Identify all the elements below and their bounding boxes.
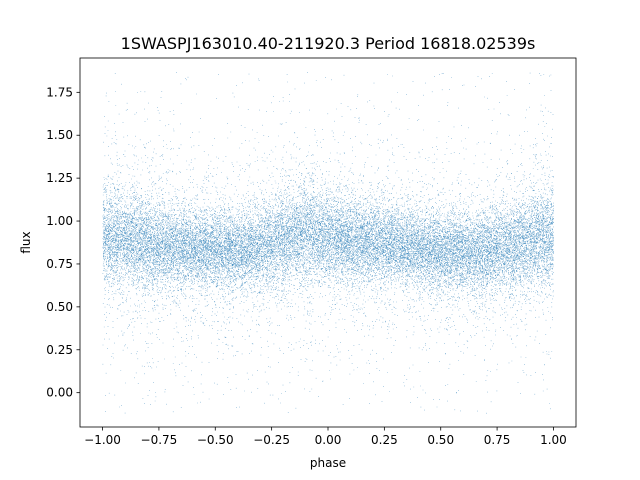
y-tick-label: 0.75 (46, 257, 73, 271)
y-tick-label: 1.25 (46, 171, 73, 185)
scatter-point-cloud (102, 72, 554, 414)
x-axis-ticks: −1.00 −0.75 −0.50 −0.25 0.00 0.25 0.50 0.75 1.00 (84, 427, 567, 447)
y-axis-label: flux (19, 231, 33, 253)
x-tick-label: −0.25 (253, 433, 290, 447)
x-axis-label: phase (310, 456, 346, 470)
y-tick-label: 0.25 (46, 343, 73, 357)
x-tick-label: 0.50 (427, 433, 454, 447)
x-tick-label: 0.75 (484, 433, 511, 447)
y-tick-label: 1.75 (46, 85, 73, 99)
y-tick-label: 0.00 (46, 386, 73, 400)
x-tick-label: −1.00 (84, 433, 121, 447)
chart-title: 1SWASPJ163010.40-211920.3 Period 16818.0… (121, 34, 536, 53)
x-tick-label: −0.75 (141, 433, 178, 447)
y-axis-ticks: 0.00 0.25 0.50 0.75 1.00 1.25 1.50 1.75 (46, 85, 80, 400)
x-tick-label: 1.00 (540, 433, 567, 447)
y-tick-label: 0.50 (46, 300, 73, 314)
scatter-points (102, 72, 554, 414)
y-tick-label: 1.00 (46, 214, 73, 228)
x-tick-label: −0.50 (197, 433, 234, 447)
x-tick-label: 0.25 (371, 433, 398, 447)
y-tick-label: 1.50 (46, 128, 73, 142)
x-tick-label: 0.00 (315, 433, 342, 447)
